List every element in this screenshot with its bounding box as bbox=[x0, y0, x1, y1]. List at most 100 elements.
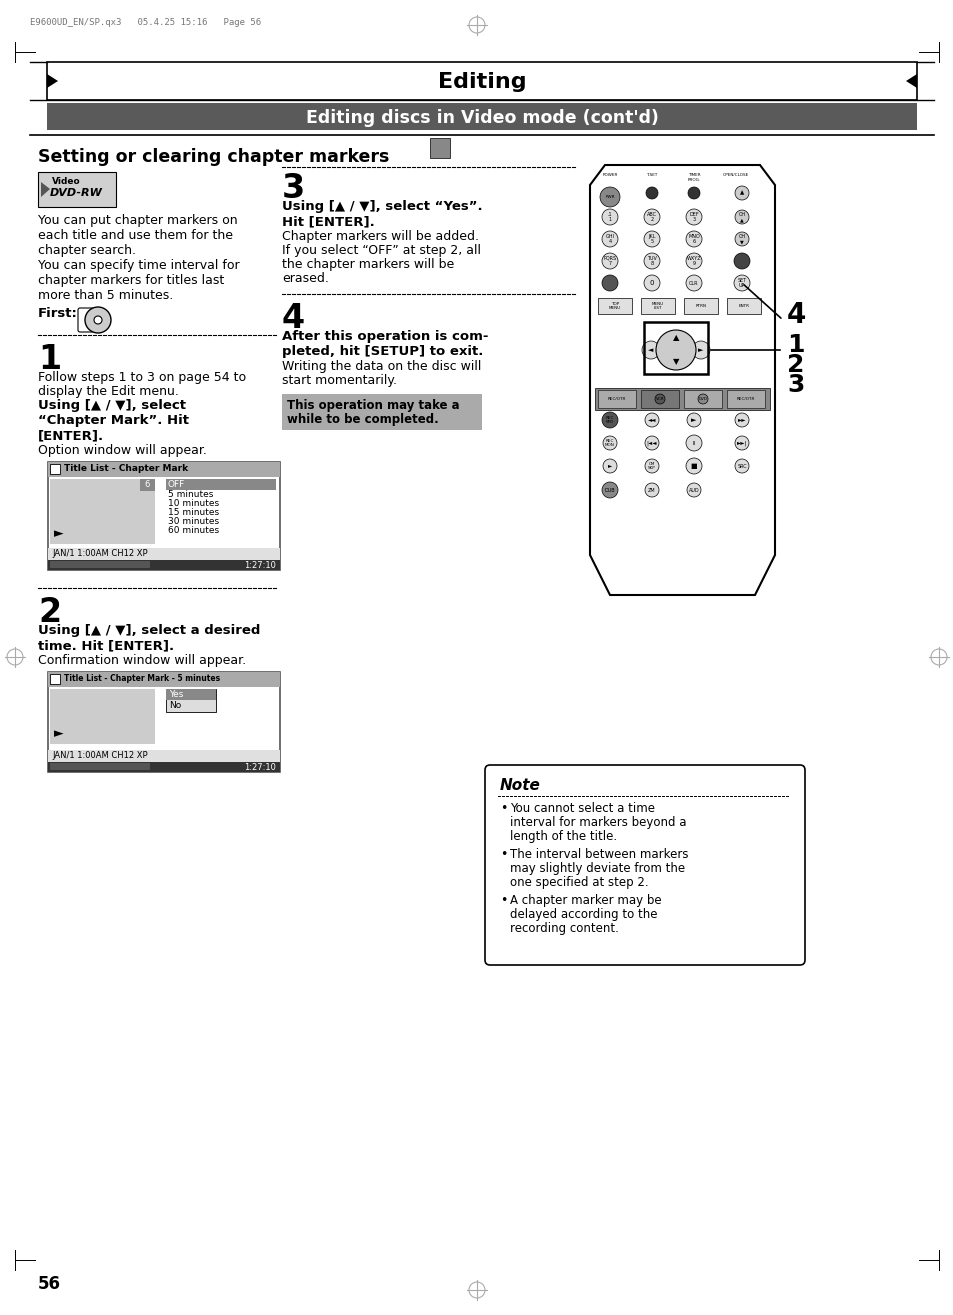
Text: Hit [ENTER].: Hit [ENTER]. bbox=[282, 214, 375, 227]
Text: the chapter markers will be: the chapter markers will be bbox=[282, 258, 454, 271]
Text: MENU
LIST: MENU LIST bbox=[651, 301, 663, 310]
Text: •: • bbox=[499, 894, 507, 907]
Text: delayed according to the: delayed according to the bbox=[510, 907, 657, 920]
Circle shape bbox=[733, 252, 749, 270]
Text: ▲: ▲ bbox=[672, 334, 679, 342]
Text: 30 minutes: 30 minutes bbox=[168, 517, 219, 526]
Bar bbox=[48, 761, 280, 772]
Text: REC/OTR: REC/OTR bbox=[607, 397, 625, 401]
Bar bbox=[50, 689, 154, 744]
Text: II: II bbox=[692, 441, 695, 446]
Text: 3: 3 bbox=[282, 172, 305, 205]
Text: You can put chapter markers on: You can put chapter markers on bbox=[38, 214, 237, 227]
Circle shape bbox=[685, 231, 701, 247]
Circle shape bbox=[685, 209, 701, 225]
Polygon shape bbox=[47, 62, 916, 100]
Bar bbox=[166, 479, 275, 544]
Text: [ENTER].: [ENTER]. bbox=[38, 429, 104, 442]
Text: ◄◄: ◄◄ bbox=[647, 417, 656, 422]
Text: Writing the data on the disc will: Writing the data on the disc will bbox=[282, 360, 481, 373]
Text: each title and use them for the: each title and use them for the bbox=[38, 229, 233, 242]
Bar bbox=[50, 675, 60, 684]
Text: 6: 6 bbox=[144, 480, 150, 489]
Text: 60 minutes: 60 minutes bbox=[168, 526, 219, 535]
Text: A chapter marker may be: A chapter marker may be bbox=[510, 894, 661, 907]
Text: Using [▲ / ▼], select: Using [▲ / ▼], select bbox=[38, 398, 186, 412]
Bar bbox=[50, 464, 60, 473]
Text: ■: ■ bbox=[690, 463, 697, 469]
FancyBboxPatch shape bbox=[484, 765, 804, 965]
Bar bbox=[140, 479, 154, 490]
Text: JAN/1 1:00AM CH12 XP: JAN/1 1:00AM CH12 XP bbox=[52, 751, 148, 760]
Bar bbox=[430, 138, 450, 158]
Circle shape bbox=[698, 394, 707, 404]
Text: T-SET: T-SET bbox=[645, 174, 657, 178]
Text: PQRS
7: PQRS 7 bbox=[603, 255, 616, 267]
Bar bbox=[683, 391, 721, 408]
Bar bbox=[48, 548, 280, 560]
Bar bbox=[48, 750, 280, 761]
Text: You cannot select a time: You cannot select a time bbox=[510, 802, 655, 815]
Bar bbox=[48, 462, 280, 569]
Bar bbox=[598, 299, 631, 314]
Text: Confirmation window will appear.: Confirmation window will appear. bbox=[38, 654, 246, 667]
Text: After this operation is com-: After this operation is com- bbox=[282, 330, 488, 343]
Text: .1
1: .1 1 bbox=[607, 212, 612, 222]
Text: start momentarily.: start momentarily. bbox=[282, 373, 396, 387]
Bar bbox=[50, 763, 150, 771]
Circle shape bbox=[734, 459, 748, 473]
Text: Chapter markers will be added.: Chapter markers will be added. bbox=[282, 230, 478, 243]
Polygon shape bbox=[905, 74, 916, 88]
Text: 0: 0 bbox=[649, 280, 654, 285]
Text: Title List - Chapter Mark - 5 minutes: Title List - Chapter Mark - 5 minutes bbox=[64, 675, 220, 682]
Circle shape bbox=[601, 231, 618, 247]
Text: ◄: ◄ bbox=[648, 347, 653, 352]
Text: The interval between markers: The interval between markers bbox=[510, 848, 688, 861]
Text: erased.: erased. bbox=[282, 272, 329, 285]
Bar bbox=[726, 391, 764, 408]
Text: 1:27:10: 1:27:10 bbox=[244, 562, 275, 569]
Text: ►: ► bbox=[698, 347, 703, 352]
Text: Yes: Yes bbox=[169, 690, 183, 700]
Text: display the Edit menu.: display the Edit menu. bbox=[38, 385, 179, 398]
Text: CH
▼: CH ▼ bbox=[738, 234, 745, 245]
Text: E9600UD_EN/SP.qx3   05.4.25 15:16   Page 56: E9600UD_EN/SP.qx3 05.4.25 15:16 Page 56 bbox=[30, 18, 261, 28]
Circle shape bbox=[656, 330, 696, 370]
Text: ▼: ▼ bbox=[672, 358, 679, 367]
Text: DVD: DVD bbox=[698, 397, 707, 401]
Text: 2: 2 bbox=[38, 596, 61, 629]
Circle shape bbox=[644, 459, 659, 473]
Text: DVD-RW: DVD-RW bbox=[50, 188, 103, 199]
Text: ZM: ZM bbox=[647, 488, 655, 493]
Text: CLR: CLR bbox=[688, 280, 698, 285]
Polygon shape bbox=[589, 164, 774, 594]
Text: 1: 1 bbox=[38, 343, 61, 376]
Circle shape bbox=[644, 483, 659, 497]
Text: JAN/1 1:00AM CH12 XP: JAN/1 1:00AM CH12 XP bbox=[52, 548, 148, 558]
Text: If you select “OFF” at step 2, all: If you select “OFF” at step 2, all bbox=[282, 245, 480, 256]
Text: REC
SPD: REC SPD bbox=[605, 416, 614, 425]
Text: Editing: Editing bbox=[437, 72, 526, 92]
Text: may slightly deviate from the: may slightly deviate from the bbox=[510, 863, 684, 874]
Text: ▲: ▲ bbox=[740, 191, 743, 196]
Text: No: No bbox=[169, 701, 181, 710]
Circle shape bbox=[602, 437, 617, 450]
Circle shape bbox=[601, 275, 618, 291]
Circle shape bbox=[644, 437, 659, 450]
Text: ►: ► bbox=[54, 527, 64, 540]
Text: TOP
MENU: TOP MENU bbox=[608, 301, 620, 310]
Text: Editing discs in Video mode (cont'd): Editing discs in Video mode (cont'd) bbox=[305, 109, 658, 126]
Bar bbox=[282, 394, 481, 430]
Text: 10 minutes: 10 minutes bbox=[168, 498, 219, 508]
Bar bbox=[683, 299, 718, 314]
Circle shape bbox=[601, 209, 618, 225]
Text: 5 minutes: 5 minutes bbox=[168, 490, 213, 498]
Text: OPEN/CLOSE: OPEN/CLOSE bbox=[722, 174, 748, 178]
Circle shape bbox=[686, 483, 700, 497]
Text: WXYZ
9: WXYZ 9 bbox=[686, 255, 700, 267]
Text: pleted, hit [SETUP] to exit.: pleted, hit [SETUP] to exit. bbox=[282, 345, 483, 358]
Text: Title List - Chapter Mark: Title List - Chapter Mark bbox=[64, 464, 188, 473]
Text: 3: 3 bbox=[786, 373, 803, 397]
Text: recording content.: recording content. bbox=[510, 922, 618, 935]
Text: POWER: POWER bbox=[601, 174, 617, 178]
